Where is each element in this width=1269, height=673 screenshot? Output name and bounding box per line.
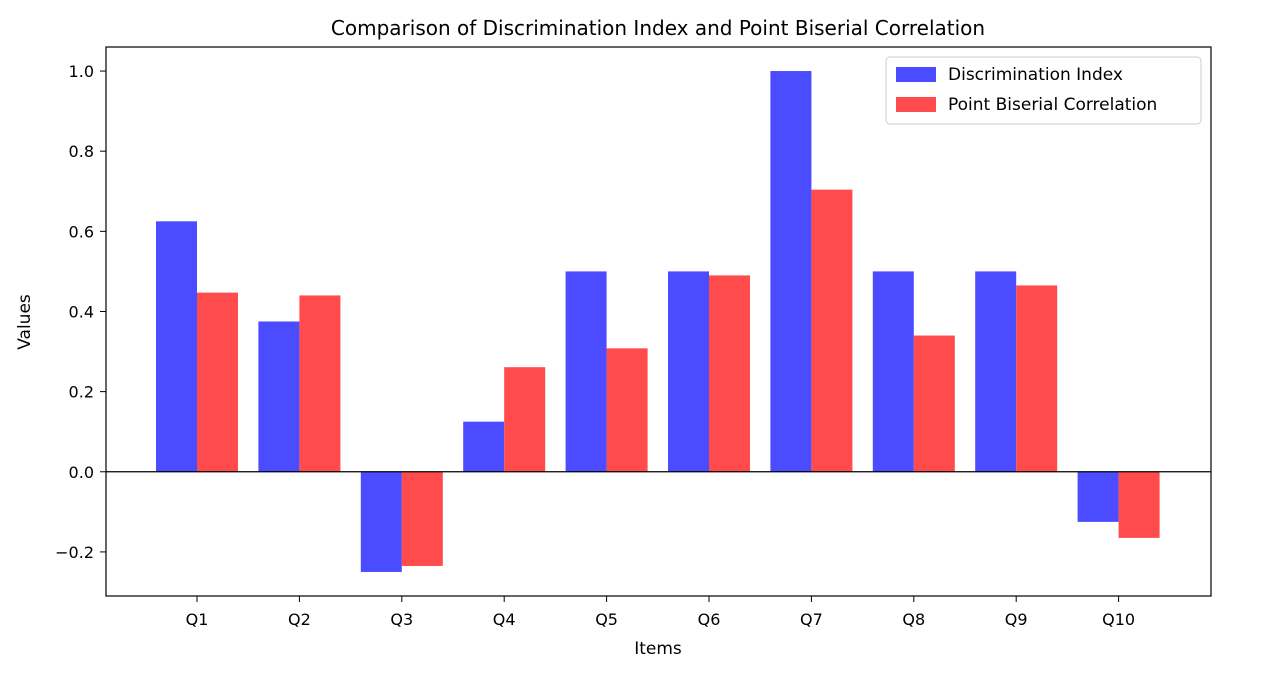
x-tick-label: Q1 bbox=[186, 610, 209, 629]
bar bbox=[872, 271, 914, 472]
bar bbox=[913, 335, 955, 472]
bar bbox=[1016, 285, 1058, 472]
plot-area: −0.2 0.0 0.2 0.4 0.6 0.8 1.0 Q1 Q2 Q3 Q4 Q5 Q6 Q7 Q8 Q9… bbox=[55, 46, 1212, 629]
y-tick-label: −0.2 bbox=[55, 543, 94, 562]
y-tick-label: 0.8 bbox=[69, 142, 94, 161]
x-tick-label: Q3 bbox=[390, 610, 413, 629]
chart-title: Comparison of Discrimination Index and P… bbox=[331, 16, 985, 40]
bar bbox=[709, 275, 750, 472]
y-tick-label: 0.0 bbox=[69, 463, 94, 482]
bar bbox=[606, 348, 648, 472]
y-tick-label: 0.6 bbox=[69, 222, 94, 241]
bar bbox=[668, 271, 709, 472]
x-tick-label: Q8 bbox=[902, 610, 925, 629]
y-tick-label: 0.2 bbox=[69, 383, 94, 402]
series-discrimination-index bbox=[156, 71, 1119, 572]
legend-label: Point Biserial Correlation bbox=[948, 95, 1157, 115]
series-point-biserial-correlation bbox=[197, 189, 1160, 566]
bar bbox=[811, 189, 853, 472]
x-tick-label: Q4 bbox=[493, 610, 516, 629]
legend-label: Discrimination Index bbox=[948, 65, 1123, 85]
bar bbox=[258, 321, 300, 472]
x-tick-label: Q6 bbox=[698, 610, 721, 629]
x-axis-label: Items bbox=[634, 639, 682, 659]
bar bbox=[463, 421, 505, 472]
x-tick-label: Q9 bbox=[1005, 610, 1028, 629]
bar bbox=[1077, 471, 1119, 522]
legend-swatch bbox=[896, 97, 936, 112]
bar bbox=[504, 367, 546, 472]
y-tick-label: 0.4 bbox=[69, 302, 94, 321]
bar bbox=[299, 295, 341, 472]
y-tick-label: 1.0 bbox=[69, 62, 94, 81]
bar bbox=[360, 471, 402, 572]
x-tick-label: Q2 bbox=[288, 610, 311, 629]
bar bbox=[770, 71, 812, 472]
legend-swatch bbox=[896, 67, 936, 82]
bar bbox=[401, 471, 443, 566]
x-tick-label: Q10 bbox=[1102, 610, 1135, 629]
bar bbox=[156, 221, 197, 472]
x-tick-label: Q5 bbox=[595, 610, 618, 629]
y-axis-label: Values bbox=[15, 294, 35, 350]
bar bbox=[1118, 471, 1160, 538]
legend-box bbox=[885, 56, 1202, 125]
plot-frame bbox=[105, 46, 1212, 597]
bar bbox=[975, 271, 1017, 472]
x-tick-label: Q7 bbox=[800, 610, 823, 629]
legend: Discrimination Index Point Biserial Corre… bbox=[885, 56, 1202, 125]
bar bbox=[565, 271, 607, 472]
bar bbox=[197, 292, 238, 472]
